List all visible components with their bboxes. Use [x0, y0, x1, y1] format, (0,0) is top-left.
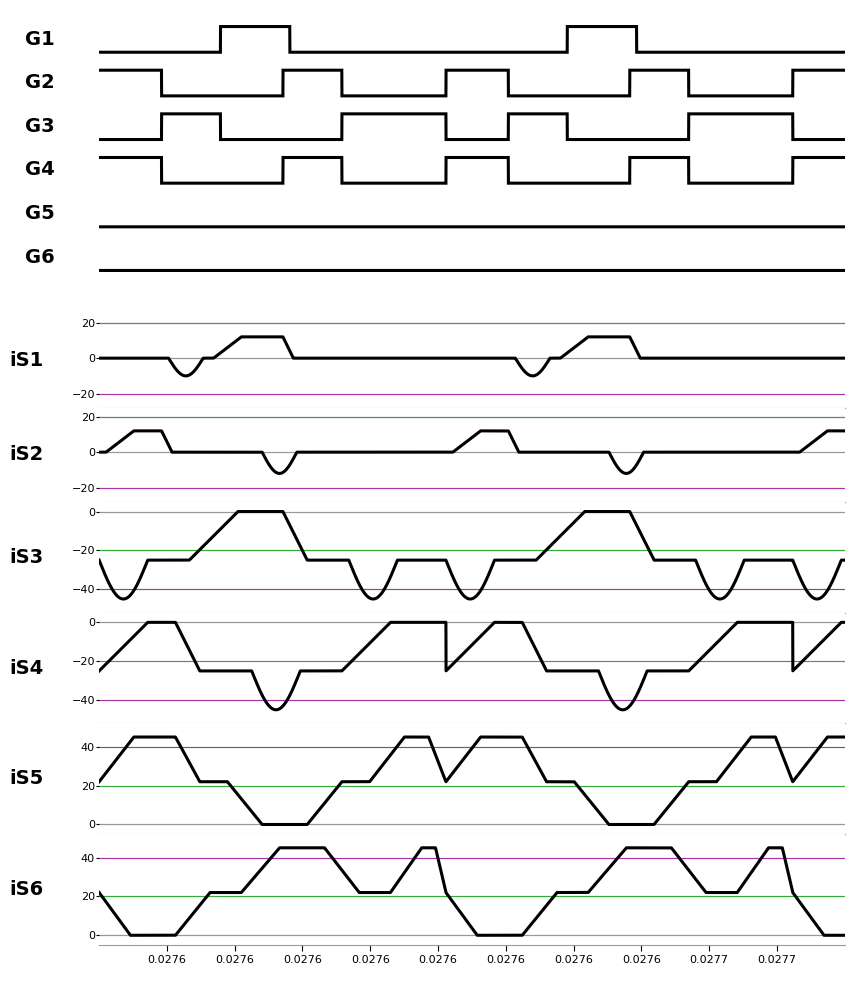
Text: iS3: iS3 — [9, 548, 43, 567]
Text: iS1: iS1 — [9, 351, 43, 370]
Text: G5: G5 — [25, 204, 54, 223]
Text: G2: G2 — [25, 73, 54, 92]
Text: G6: G6 — [25, 248, 54, 267]
Text: iS2: iS2 — [9, 445, 43, 464]
Text: iS6: iS6 — [9, 880, 43, 899]
Text: G4: G4 — [25, 160, 54, 179]
Text: G3: G3 — [25, 117, 54, 136]
Text: iS5: iS5 — [9, 769, 43, 788]
Text: G1: G1 — [25, 30, 54, 49]
Text: iS4: iS4 — [9, 659, 43, 678]
